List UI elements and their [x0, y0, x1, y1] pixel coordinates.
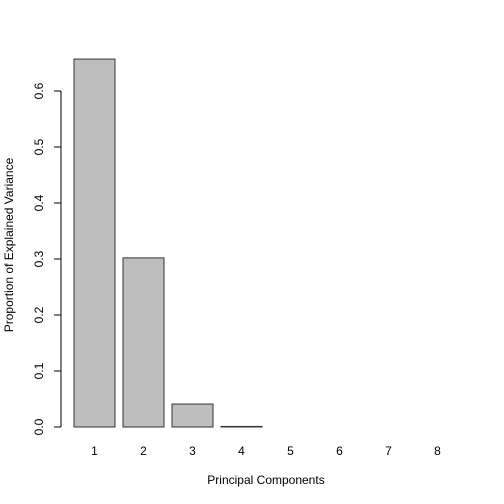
x-tick-label: 7	[385, 444, 392, 458]
x-tick-label: 4	[238, 444, 245, 458]
bar	[220, 425, 263, 428]
x-tick-label: 3	[189, 444, 196, 458]
y-tick-label: 0.0	[32, 418, 46, 435]
bar	[122, 257, 165, 428]
y-tick-label: 0.6	[32, 82, 46, 99]
y-tick-label: 0.5	[32, 138, 46, 155]
y-tick-label: 0.2	[32, 306, 46, 323]
x-tick-label: 8	[434, 444, 441, 458]
bar	[73, 58, 116, 428]
x-tick-label: 5	[287, 444, 294, 458]
x-tick-label: 2	[140, 444, 147, 458]
x-tick-label: 6	[336, 444, 343, 458]
y-tick-label: 0.3	[32, 250, 46, 267]
y-tick-label: 0.1	[32, 362, 46, 379]
x-axis-label: Principal Components	[207, 473, 324, 487]
y-tick-label: 0.4	[32, 194, 46, 211]
bar	[171, 403, 214, 428]
x-tick-label: 1	[91, 444, 98, 458]
y-axis-label: Proportion of Explained Variance	[2, 157, 16, 332]
